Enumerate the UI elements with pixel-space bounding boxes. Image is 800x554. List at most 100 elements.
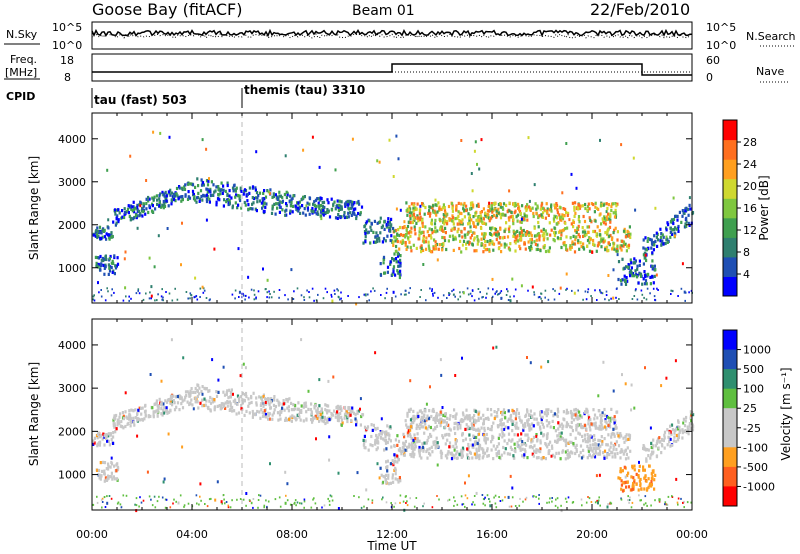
data-cell (366, 427, 369, 431)
data-cell (599, 413, 602, 417)
data-cell (310, 412, 313, 416)
data-cell (244, 391, 248, 396)
data-cell (628, 434, 632, 438)
ground-speck (436, 495, 438, 497)
data-cell (592, 238, 595, 243)
sparse-cell (595, 474, 598, 478)
data-cell (318, 404, 321, 408)
data-cell (531, 206, 534, 210)
data-cell (431, 250, 434, 254)
ground-speck (431, 506, 434, 509)
sparse-cell (455, 445, 458, 449)
data-cell (286, 398, 289, 402)
data-cell (571, 201, 574, 205)
data-cell (393, 252, 396, 256)
data-cell (136, 417, 139, 421)
data-cell (246, 199, 249, 203)
data-cell (615, 204, 618, 208)
data-cell (418, 233, 421, 237)
data-cell (264, 195, 268, 199)
data-cell (644, 447, 647, 451)
data-cell (148, 204, 151, 208)
data-cell (504, 213, 507, 217)
data-cell (306, 208, 310, 212)
data-cell (609, 419, 612, 423)
data-cell (396, 254, 400, 258)
ground-speck (505, 294, 508, 296)
data-cell (438, 413, 441, 417)
data-cell (521, 447, 524, 451)
ground-speck (452, 288, 455, 291)
data-cell (552, 414, 555, 418)
data-cell (270, 397, 273, 401)
data-cell (628, 435, 631, 439)
data-cell (619, 456, 622, 460)
ground-speck (615, 296, 617, 299)
data-cell (106, 439, 109, 443)
data-cell (670, 218, 674, 222)
data-cell (581, 434, 584, 438)
data-cell (523, 242, 526, 246)
data-cell (413, 440, 416, 444)
data-cell (471, 456, 474, 460)
data-cell (595, 451, 598, 455)
data-cell (576, 422, 579, 427)
data-cell (381, 430, 384, 434)
data-cell (438, 217, 441, 221)
data-cell (496, 234, 499, 238)
ground-speck (164, 506, 167, 509)
sparse-cell (213, 247, 216, 251)
data-cell (410, 454, 413, 458)
ground-speck (270, 296, 273, 299)
data-cell (337, 205, 340, 209)
data-cell (513, 456, 516, 460)
data-cell (404, 419, 407, 423)
data-cell (215, 394, 219, 398)
data-cell (219, 188, 222, 193)
sparse-cell (655, 273, 658, 277)
data-cell (268, 403, 271, 407)
data-cell (397, 228, 400, 232)
data-cell (529, 444, 532, 449)
data-cell (372, 423, 375, 427)
data-cell (406, 231, 409, 235)
data-cell (602, 203, 605, 207)
sparse-cell (507, 495, 510, 499)
sparse-cell (461, 243, 464, 247)
data-cell (396, 434, 399, 438)
data-cell (375, 239, 379, 244)
data-cell (401, 445, 404, 449)
data-cell (681, 436, 684, 440)
data-cell (561, 450, 564, 454)
ground-speck (382, 496, 384, 499)
data-cell (475, 447, 478, 451)
data-cell (430, 236, 433, 240)
data-cell (175, 192, 178, 196)
data-cell (332, 202, 335, 206)
data-cell (418, 226, 421, 230)
data-cell (578, 247, 581, 251)
data-cell (540, 420, 543, 424)
data-cell (553, 455, 556, 459)
data-cell (337, 213, 340, 217)
data-cell (286, 406, 289, 410)
data-cell (541, 415, 544, 419)
data-cell (130, 408, 133, 412)
ground-speck (471, 503, 473, 506)
data-cell (613, 421, 616, 425)
sparse-cell (388, 138, 391, 142)
data-cell (620, 282, 623, 286)
data-cell (412, 415, 415, 419)
data-cell (376, 234, 379, 238)
sparse-cell (106, 501, 109, 505)
data-cell (668, 436, 671, 440)
data-cell (165, 194, 168, 198)
ground-speck (459, 291, 461, 294)
data-cell (251, 415, 254, 419)
ground-speck (546, 501, 548, 504)
data-cell (642, 446, 645, 451)
data-cell (432, 407, 435, 412)
ground-speck (303, 299, 306, 301)
data-cell (518, 244, 521, 248)
sparse-cell (166, 227, 169, 230)
